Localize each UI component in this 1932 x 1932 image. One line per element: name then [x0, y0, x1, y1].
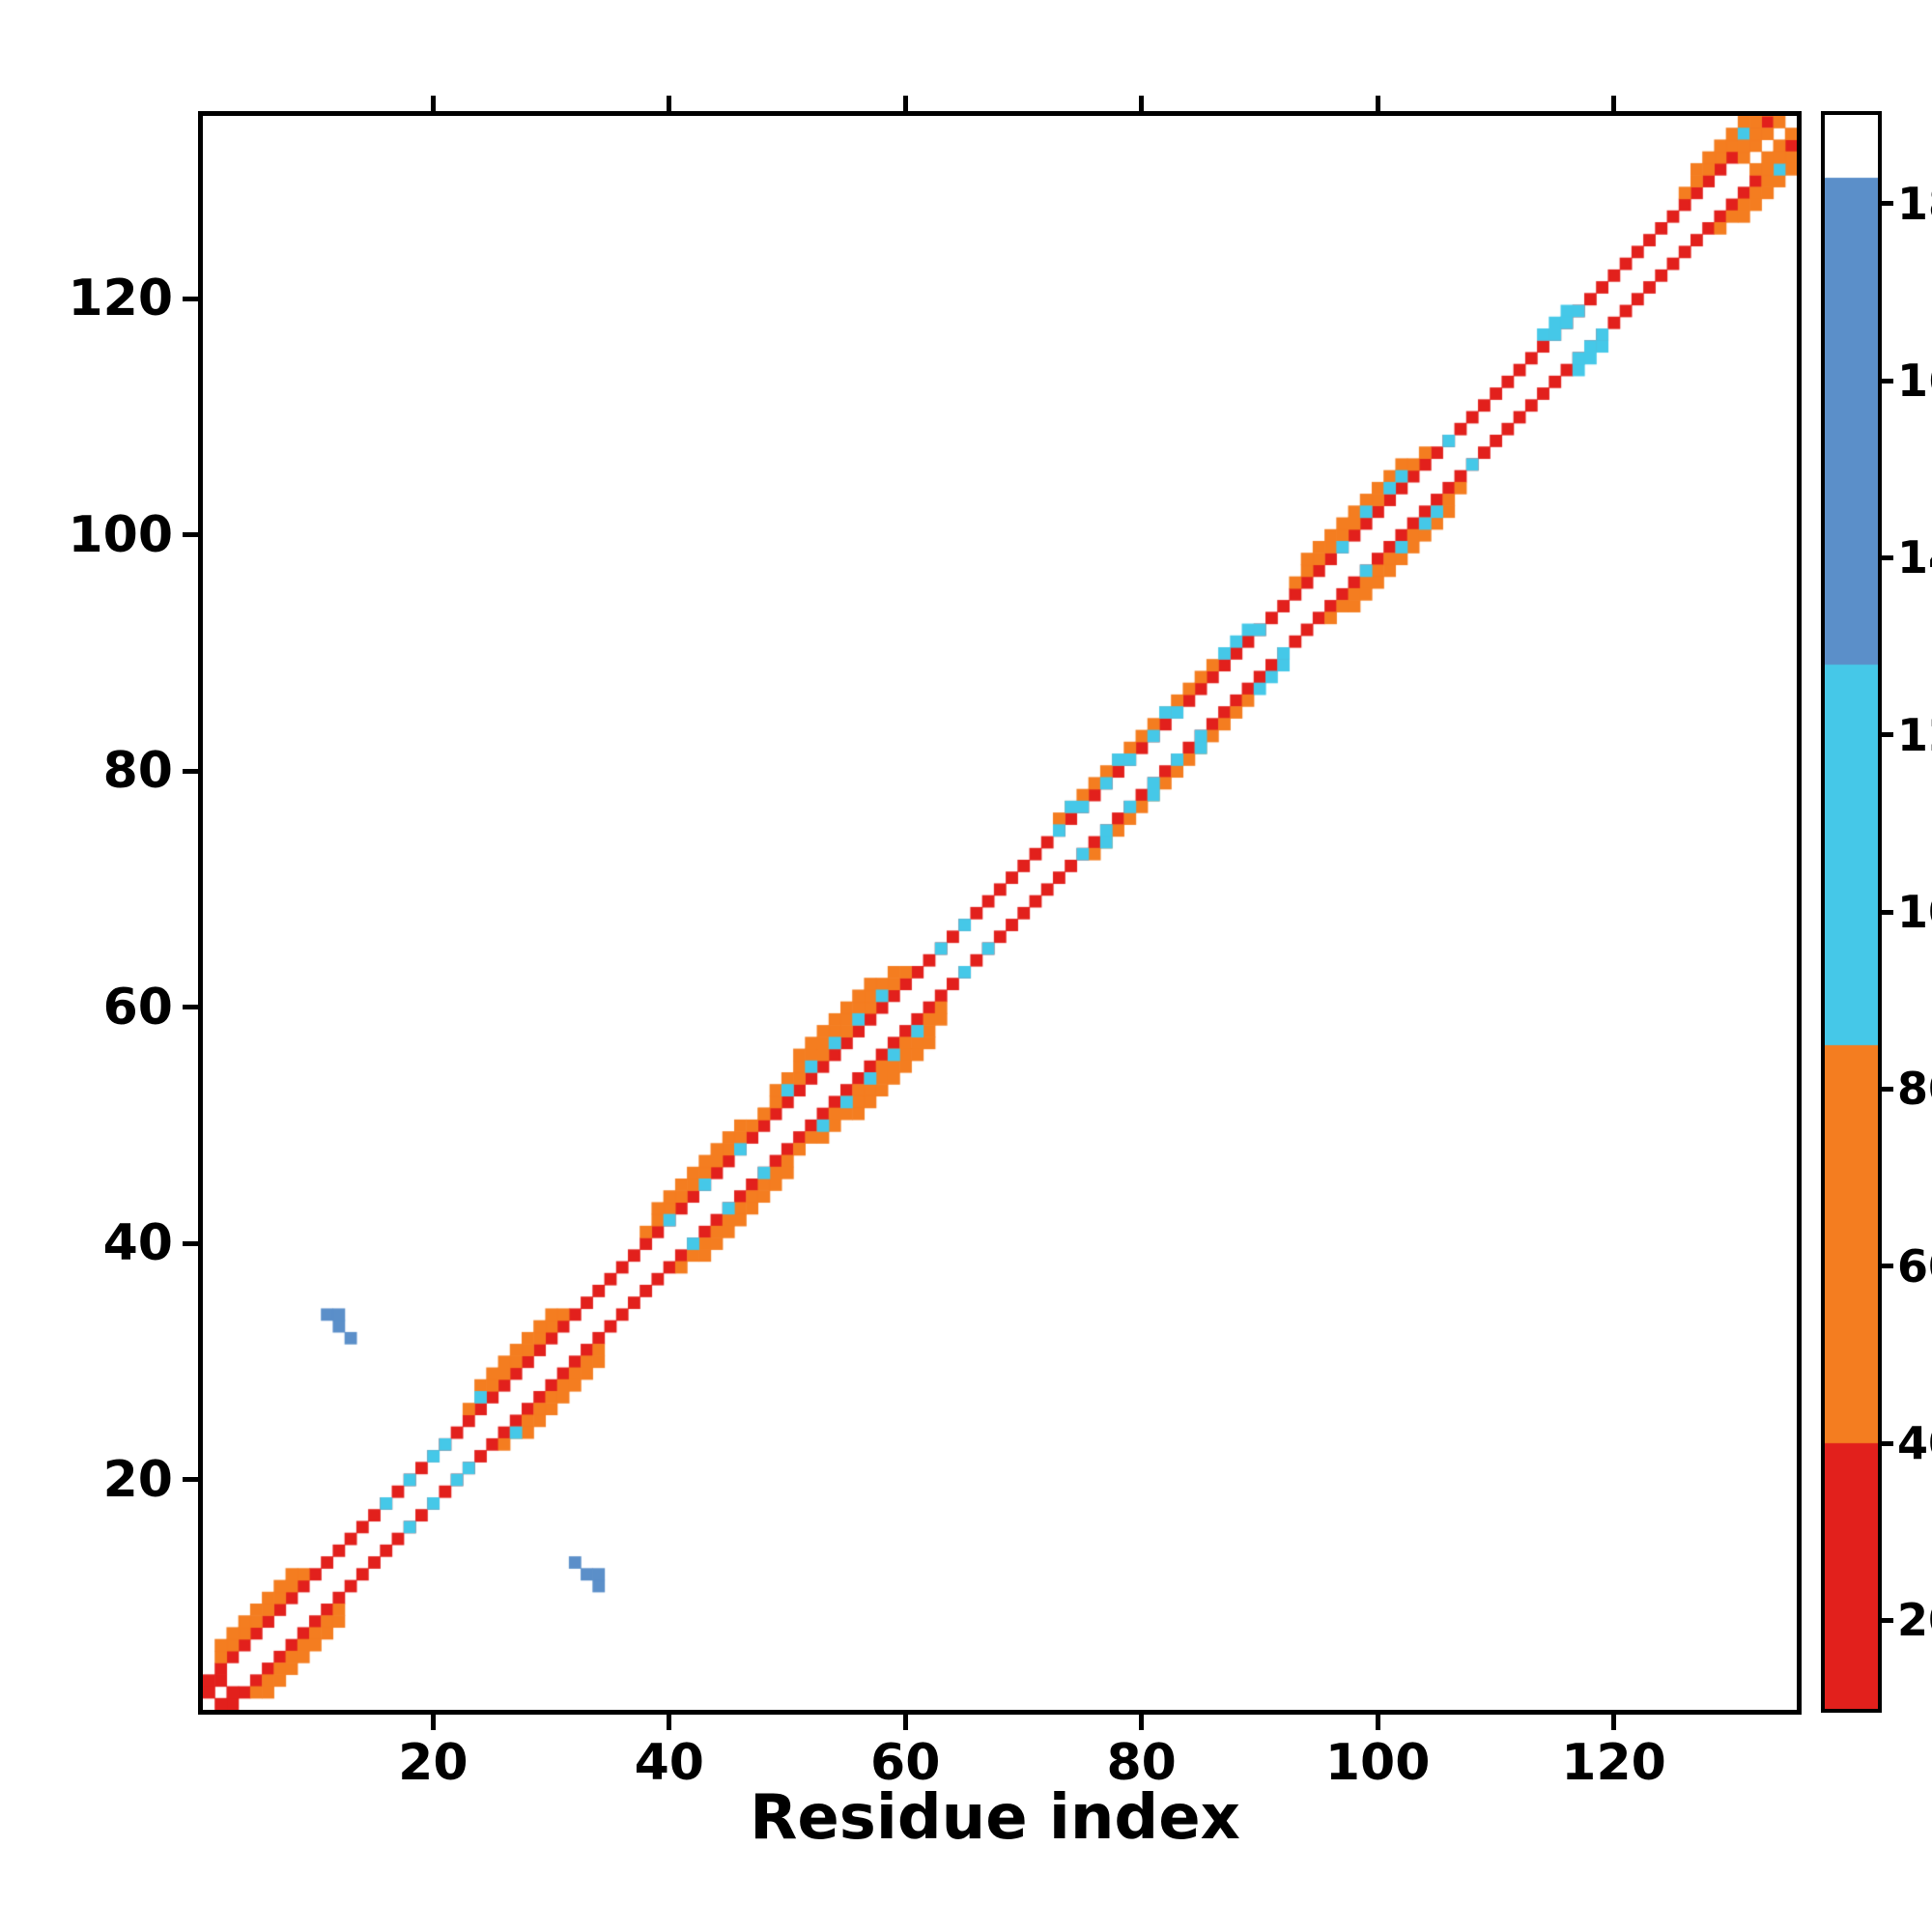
y-tick-label: 80	[102, 742, 173, 801]
colorbar-tick-mark	[1882, 1440, 1893, 1446]
y-tick-mark-left	[183, 532, 198, 538]
colorbar-tick-mark	[1882, 554, 1893, 560]
x-tick-label: 80	[1106, 1734, 1177, 1792]
x-tick-label: 100	[1324, 1734, 1431, 1792]
x-tick-mark-top	[902, 96, 908, 111]
x-tick-label: 20	[398, 1734, 469, 1792]
x-tick-mark-bottom	[1611, 1715, 1617, 1730]
y-tick-mark-left	[183, 768, 198, 774]
y-tick-label: 40	[102, 1214, 173, 1273]
x-tick-mark-bottom	[430, 1715, 436, 1730]
y-tick-mark-left	[183, 1477, 198, 1483]
colorbar-tick-label: 20	[1897, 1594, 1932, 1647]
colorbar-tick-label: 100	[1897, 886, 1932, 938]
x-tick-label: 120	[1561, 1734, 1666, 1792]
colorbar-tick-mark	[1882, 1086, 1893, 1092]
y-tick-label: 100	[68, 505, 173, 564]
heatmap-canvas	[203, 116, 1797, 1710]
colorbar-tick-mark	[1882, 1617, 1893, 1623]
colorbar-tick-mark	[1882, 732, 1893, 738]
y-tick-label: 60	[102, 978, 173, 1037]
y-tick-mark-left	[183, 296, 198, 301]
colorbar-tick-label: 140	[1897, 531, 1932, 584]
colorbar-tick-mark	[1882, 1264, 1893, 1269]
x-tick-mark-top	[1139, 96, 1145, 111]
colorbar-tick-label: 120	[1897, 708, 1932, 761]
x-tick-mark-top	[1611, 96, 1617, 111]
colorbar-tick-mark	[1882, 909, 1893, 915]
x-tick-label: 60	[870, 1734, 941, 1792]
x-tick-mark-top	[1375, 96, 1380, 111]
colorbar-tick-mark	[1882, 378, 1893, 384]
plot-area	[198, 111, 1802, 1715]
x-axis-label: Residue index	[750, 1782, 1240, 1854]
colorbar-canvas	[1825, 115, 1878, 1709]
x-tick-mark-bottom	[667, 1715, 672, 1730]
colorbar-tick-label: 180	[1897, 177, 1932, 230]
x-tick-label: 40	[634, 1734, 704, 1792]
colorbar-tick-label: 40	[1897, 1417, 1932, 1469]
colorbar-tick-label: 160	[1897, 355, 1932, 407]
colorbar	[1821, 111, 1882, 1713]
x-tick-mark-top	[667, 96, 672, 111]
y-tick-label: 120	[68, 270, 173, 328]
x-tick-mark-bottom	[902, 1715, 908, 1730]
x-tick-mark-bottom	[1139, 1715, 1145, 1730]
y-tick-label: 20	[102, 1450, 173, 1509]
x-tick-mark-bottom	[1375, 1715, 1380, 1730]
colorbar-tick-label: 80	[1897, 1063, 1932, 1116]
y-tick-mark-left	[183, 1240, 198, 1246]
x-tick-mark-top	[430, 96, 436, 111]
colorbar-tick-label: 60	[1897, 1239, 1932, 1293]
y-tick-mark-left	[183, 1005, 198, 1010]
colorbar-tick-mark	[1882, 201, 1893, 207]
